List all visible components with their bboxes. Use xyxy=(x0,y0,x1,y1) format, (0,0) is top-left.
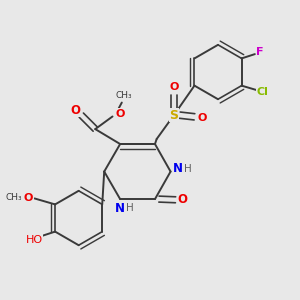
Text: O: O xyxy=(178,193,188,206)
Text: H: H xyxy=(126,203,133,213)
Text: CH₃: CH₃ xyxy=(6,193,22,202)
Text: N: N xyxy=(173,162,183,175)
Text: F: F xyxy=(256,47,264,57)
Text: S: S xyxy=(169,109,178,122)
Text: O: O xyxy=(24,193,33,203)
Text: Cl: Cl xyxy=(257,87,269,97)
Text: HO: HO xyxy=(26,235,43,245)
Text: CH₃: CH₃ xyxy=(115,91,132,100)
Text: O: O xyxy=(169,82,178,92)
Text: H: H xyxy=(184,164,192,174)
Text: O: O xyxy=(70,104,80,117)
Text: O: O xyxy=(115,109,124,119)
Text: N: N xyxy=(115,202,124,215)
Text: O: O xyxy=(197,113,206,124)
